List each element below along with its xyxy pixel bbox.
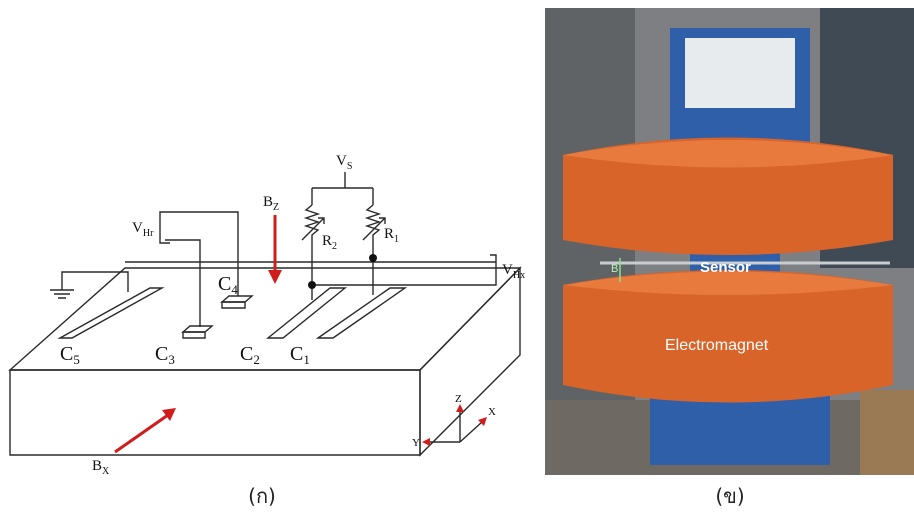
label-part: B (92, 458, 102, 474)
label-part: Z (273, 202, 279, 213)
label-bz: BZ (263, 194, 279, 213)
label-part: C (240, 343, 253, 365)
shape (115, 415, 168, 452)
label-sensor: Sensor (700, 259, 751, 276)
shape (160, 212, 238, 327)
label-part: V (502, 262, 513, 278)
panel-a: VS BZ VHr R2 R1 VHx C4 C5 C3 C2 C1 BX Z … (10, 153, 525, 508)
label-c1: C1 (290, 343, 310, 367)
label-vhx: VHx (502, 262, 525, 281)
label-part: 1 (303, 352, 310, 367)
label-c4: C4 (218, 273, 238, 297)
label-part: C (218, 273, 231, 295)
shape (268, 270, 282, 284)
caption-a: (ก) (248, 484, 276, 508)
label-b: B (611, 263, 618, 275)
shape (10, 268, 520, 370)
label-part: 2 (253, 352, 260, 367)
shape (422, 438, 430, 446)
shape (268, 288, 345, 338)
label-c3: C3 (155, 343, 175, 367)
shape (456, 404, 464, 412)
label-part: C (60, 343, 73, 365)
label-part: R (322, 233, 332, 249)
shape (125, 255, 496, 285)
shape (183, 326, 212, 332)
shape (306, 205, 379, 300)
shape (318, 288, 405, 338)
label-vhr: VHr (132, 220, 154, 239)
label-part: C (290, 343, 303, 365)
label-part: 4 (231, 282, 238, 297)
label-part: Hx (513, 270, 525, 281)
label-part: S (347, 161, 353, 172)
label-c5: C5 (60, 343, 80, 367)
shape (860, 390, 914, 475)
label-part: R (384, 226, 394, 242)
shape (428, 410, 482, 442)
label-part: Hr (143, 228, 154, 239)
label-part: B (263, 194, 273, 210)
label-part: V (132, 220, 143, 236)
label-part: 5 (73, 352, 80, 367)
shape (312, 172, 373, 205)
caption-b: (ข) (715, 484, 744, 508)
shape (685, 38, 795, 108)
shape (183, 332, 205, 338)
label-r2: R2 (322, 233, 337, 252)
shape (10, 370, 420, 455)
axis-y: Y (412, 437, 420, 449)
label-vs: VS (336, 153, 352, 172)
label-part: C (155, 343, 168, 365)
label-part: 1 (394, 234, 399, 245)
panel-b: B Sensor Electromagnet (ข) (545, 8, 914, 508)
shape (420, 268, 520, 455)
axis-x: X (488, 406, 496, 418)
figure: VS BZ VHr R2 R1 VHx C4 C5 C3 C2 C1 BX Z … (0, 0, 914, 517)
label-part: 3 (168, 352, 175, 367)
label-r1: R1 (384, 226, 399, 245)
shape (650, 395, 830, 465)
label-part: 2 (332, 241, 337, 252)
label-electromagnet: Electromagnet (665, 337, 769, 354)
shape (308, 281, 316, 289)
label-c2: C2 (240, 343, 260, 367)
shape (369, 254, 377, 262)
label-bx: BX (92, 458, 110, 477)
label-part: X (102, 466, 110, 477)
axis-z: Z (455, 393, 462, 405)
shape (222, 302, 245, 308)
label-part: V (336, 153, 347, 169)
